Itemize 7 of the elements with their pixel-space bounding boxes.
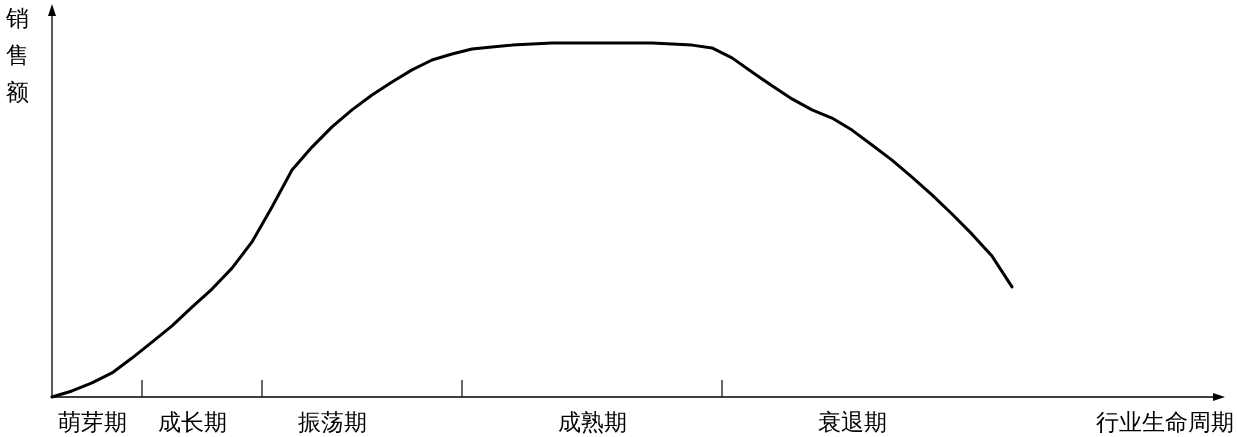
x-axis-title: 行业生命周期 xyxy=(1096,409,1234,435)
x-tick-label: 成熟期 xyxy=(557,409,627,435)
y-axis-title: 销售额 xyxy=(4,5,29,105)
x-tick-label: 衰退期 xyxy=(817,409,887,435)
x-tick-label: 萌芽期 xyxy=(57,409,127,435)
x-tick-label: 振荡期 xyxy=(297,409,367,435)
x-tick-label: 成长期 xyxy=(157,409,227,435)
